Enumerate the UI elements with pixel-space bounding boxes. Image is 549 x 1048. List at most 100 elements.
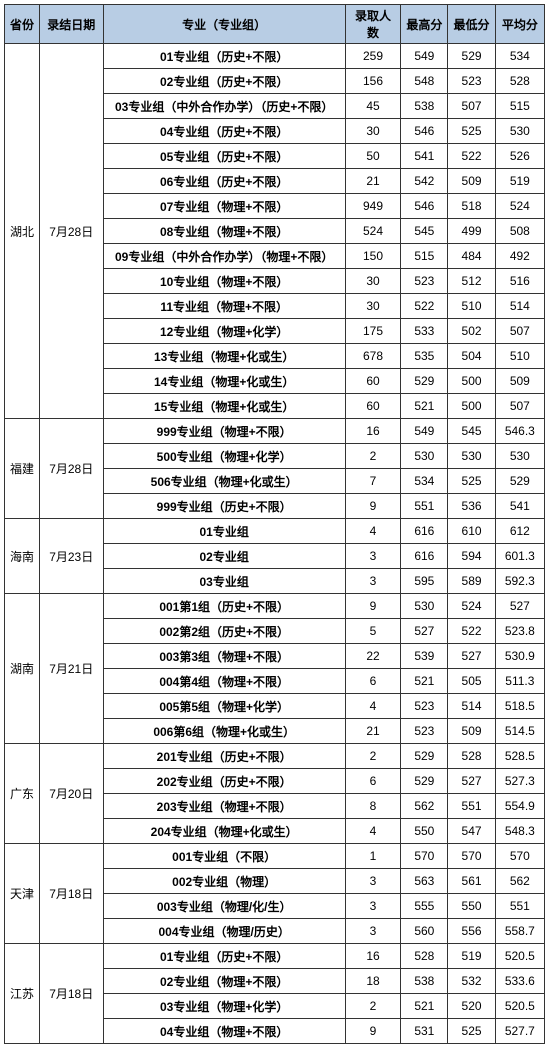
avg-cell: 530.9 bbox=[495, 644, 544, 669]
table-row: 海南7月23日01专业组4616610612 bbox=[5, 519, 545, 544]
major-cell: 202专业组（历史+不限） bbox=[103, 769, 345, 794]
avg-cell: 518.5 bbox=[495, 694, 544, 719]
max-cell: 531 bbox=[401, 1019, 448, 1044]
h-max: 最高分 bbox=[401, 5, 448, 44]
avg-cell: 528 bbox=[495, 69, 544, 94]
count-cell: 30 bbox=[345, 119, 400, 144]
min-cell: 551 bbox=[448, 794, 495, 819]
count-cell: 524 bbox=[345, 219, 400, 244]
count-cell: 21 bbox=[345, 169, 400, 194]
province-cell: 江苏 bbox=[5, 944, 40, 1044]
max-cell: 541 bbox=[401, 144, 448, 169]
major-cell: 004第4组（物理+不限） bbox=[103, 669, 345, 694]
count-cell: 18 bbox=[345, 969, 400, 994]
count-cell: 30 bbox=[345, 294, 400, 319]
count-cell: 60 bbox=[345, 394, 400, 419]
avg-cell: 530 bbox=[495, 444, 544, 469]
major-cell: 07专业组（物理+不限） bbox=[103, 194, 345, 219]
max-cell: 595 bbox=[401, 569, 448, 594]
min-cell: 522 bbox=[448, 144, 495, 169]
major-cell: 01专业组（历史+不限） bbox=[103, 944, 345, 969]
max-cell: 528 bbox=[401, 944, 448, 969]
max-cell: 548 bbox=[401, 69, 448, 94]
avg-cell: 492 bbox=[495, 244, 544, 269]
min-cell: 589 bbox=[448, 569, 495, 594]
major-cell: 203专业组（物理+不限） bbox=[103, 794, 345, 819]
min-cell: 527 bbox=[448, 769, 495, 794]
count-cell: 259 bbox=[345, 44, 400, 69]
max-cell: 545 bbox=[401, 219, 448, 244]
avg-cell: 516 bbox=[495, 269, 544, 294]
max-cell: 538 bbox=[401, 94, 448, 119]
count-cell: 150 bbox=[345, 244, 400, 269]
avg-cell: 508 bbox=[495, 219, 544, 244]
max-cell: 529 bbox=[401, 369, 448, 394]
count-cell: 4 bbox=[345, 819, 400, 844]
count-cell: 4 bbox=[345, 519, 400, 544]
min-cell: 509 bbox=[448, 169, 495, 194]
count-cell: 3 bbox=[345, 569, 400, 594]
avg-cell: 527.3 bbox=[495, 769, 544, 794]
major-cell: 05专业组（历史+不限） bbox=[103, 144, 345, 169]
province-cell: 广东 bbox=[5, 744, 40, 844]
header-row: 省份 录结日期 专业（专业组） 录取人数 最高分 最低分 平均分 bbox=[5, 5, 545, 44]
h-avg: 平均分 bbox=[495, 5, 544, 44]
count-cell: 22 bbox=[345, 644, 400, 669]
major-cell: 15专业组（物理+化或生） bbox=[103, 394, 345, 419]
min-cell: 507 bbox=[448, 94, 495, 119]
h-min: 最低分 bbox=[448, 5, 495, 44]
major-cell: 02专业组 bbox=[103, 544, 345, 569]
min-cell: 530 bbox=[448, 444, 495, 469]
province-cell: 湖南 bbox=[5, 594, 40, 744]
max-cell: 534 bbox=[401, 469, 448, 494]
table-row: 福建7月28日999专业组（物理+不限）16549545546.3 bbox=[5, 419, 545, 444]
major-cell: 004专业组（物理/历史） bbox=[103, 919, 345, 944]
min-cell: 522 bbox=[448, 619, 495, 644]
max-cell: 529 bbox=[401, 769, 448, 794]
major-cell: 04专业组（物理+不限） bbox=[103, 1019, 345, 1044]
table-row: 湖北7月28日01专业组（历史+不限）259549529534 bbox=[5, 44, 545, 69]
max-cell: 538 bbox=[401, 969, 448, 994]
max-cell: 539 bbox=[401, 644, 448, 669]
avg-cell: 612 bbox=[495, 519, 544, 544]
min-cell: 525 bbox=[448, 1019, 495, 1044]
min-cell: 570 bbox=[448, 844, 495, 869]
major-cell: 001第1组（历史+不限） bbox=[103, 594, 345, 619]
count-cell: 678 bbox=[345, 344, 400, 369]
major-cell: 999专业组（物理+不限） bbox=[103, 419, 345, 444]
count-cell: 6 bbox=[345, 769, 400, 794]
avg-cell: 592.3 bbox=[495, 569, 544, 594]
avg-cell: 554.9 bbox=[495, 794, 544, 819]
count-cell: 2 bbox=[345, 994, 400, 1019]
major-cell: 001专业组（不限） bbox=[103, 844, 345, 869]
avg-cell: 524 bbox=[495, 194, 544, 219]
major-cell: 03专业组（中外合作办学）（历史+不限） bbox=[103, 94, 345, 119]
avg-cell: 546.3 bbox=[495, 419, 544, 444]
avg-cell: 534 bbox=[495, 44, 544, 69]
avg-cell: 541 bbox=[495, 494, 544, 519]
province-cell: 湖北 bbox=[5, 44, 40, 419]
date-cell: 7月23日 bbox=[39, 519, 103, 594]
province-cell: 福建 bbox=[5, 419, 40, 519]
admission-table: 省份 录结日期 专业（专业组） 录取人数 最高分 最低分 平均分 湖北7月28日… bbox=[4, 4, 545, 1044]
avg-cell: 514 bbox=[495, 294, 544, 319]
major-cell: 204专业组（物理+化或生） bbox=[103, 819, 345, 844]
min-cell: 547 bbox=[448, 819, 495, 844]
max-cell: 523 bbox=[401, 719, 448, 744]
min-cell: 500 bbox=[448, 369, 495, 394]
table-row: 广东7月20日201专业组（历史+不限）2529528528.5 bbox=[5, 744, 545, 769]
major-cell: 13专业组（物理+化或生） bbox=[103, 344, 345, 369]
min-cell: 504 bbox=[448, 344, 495, 369]
max-cell: 533 bbox=[401, 319, 448, 344]
max-cell: 616 bbox=[401, 519, 448, 544]
max-cell: 555 bbox=[401, 894, 448, 919]
max-cell: 529 bbox=[401, 744, 448, 769]
major-cell: 02专业组（物理+不限） bbox=[103, 969, 345, 994]
avg-cell: 529 bbox=[495, 469, 544, 494]
avg-cell: 520.5 bbox=[495, 994, 544, 1019]
max-cell: 530 bbox=[401, 444, 448, 469]
min-cell: 610 bbox=[448, 519, 495, 544]
count-cell: 156 bbox=[345, 69, 400, 94]
min-cell: 502 bbox=[448, 319, 495, 344]
count-cell: 4 bbox=[345, 694, 400, 719]
